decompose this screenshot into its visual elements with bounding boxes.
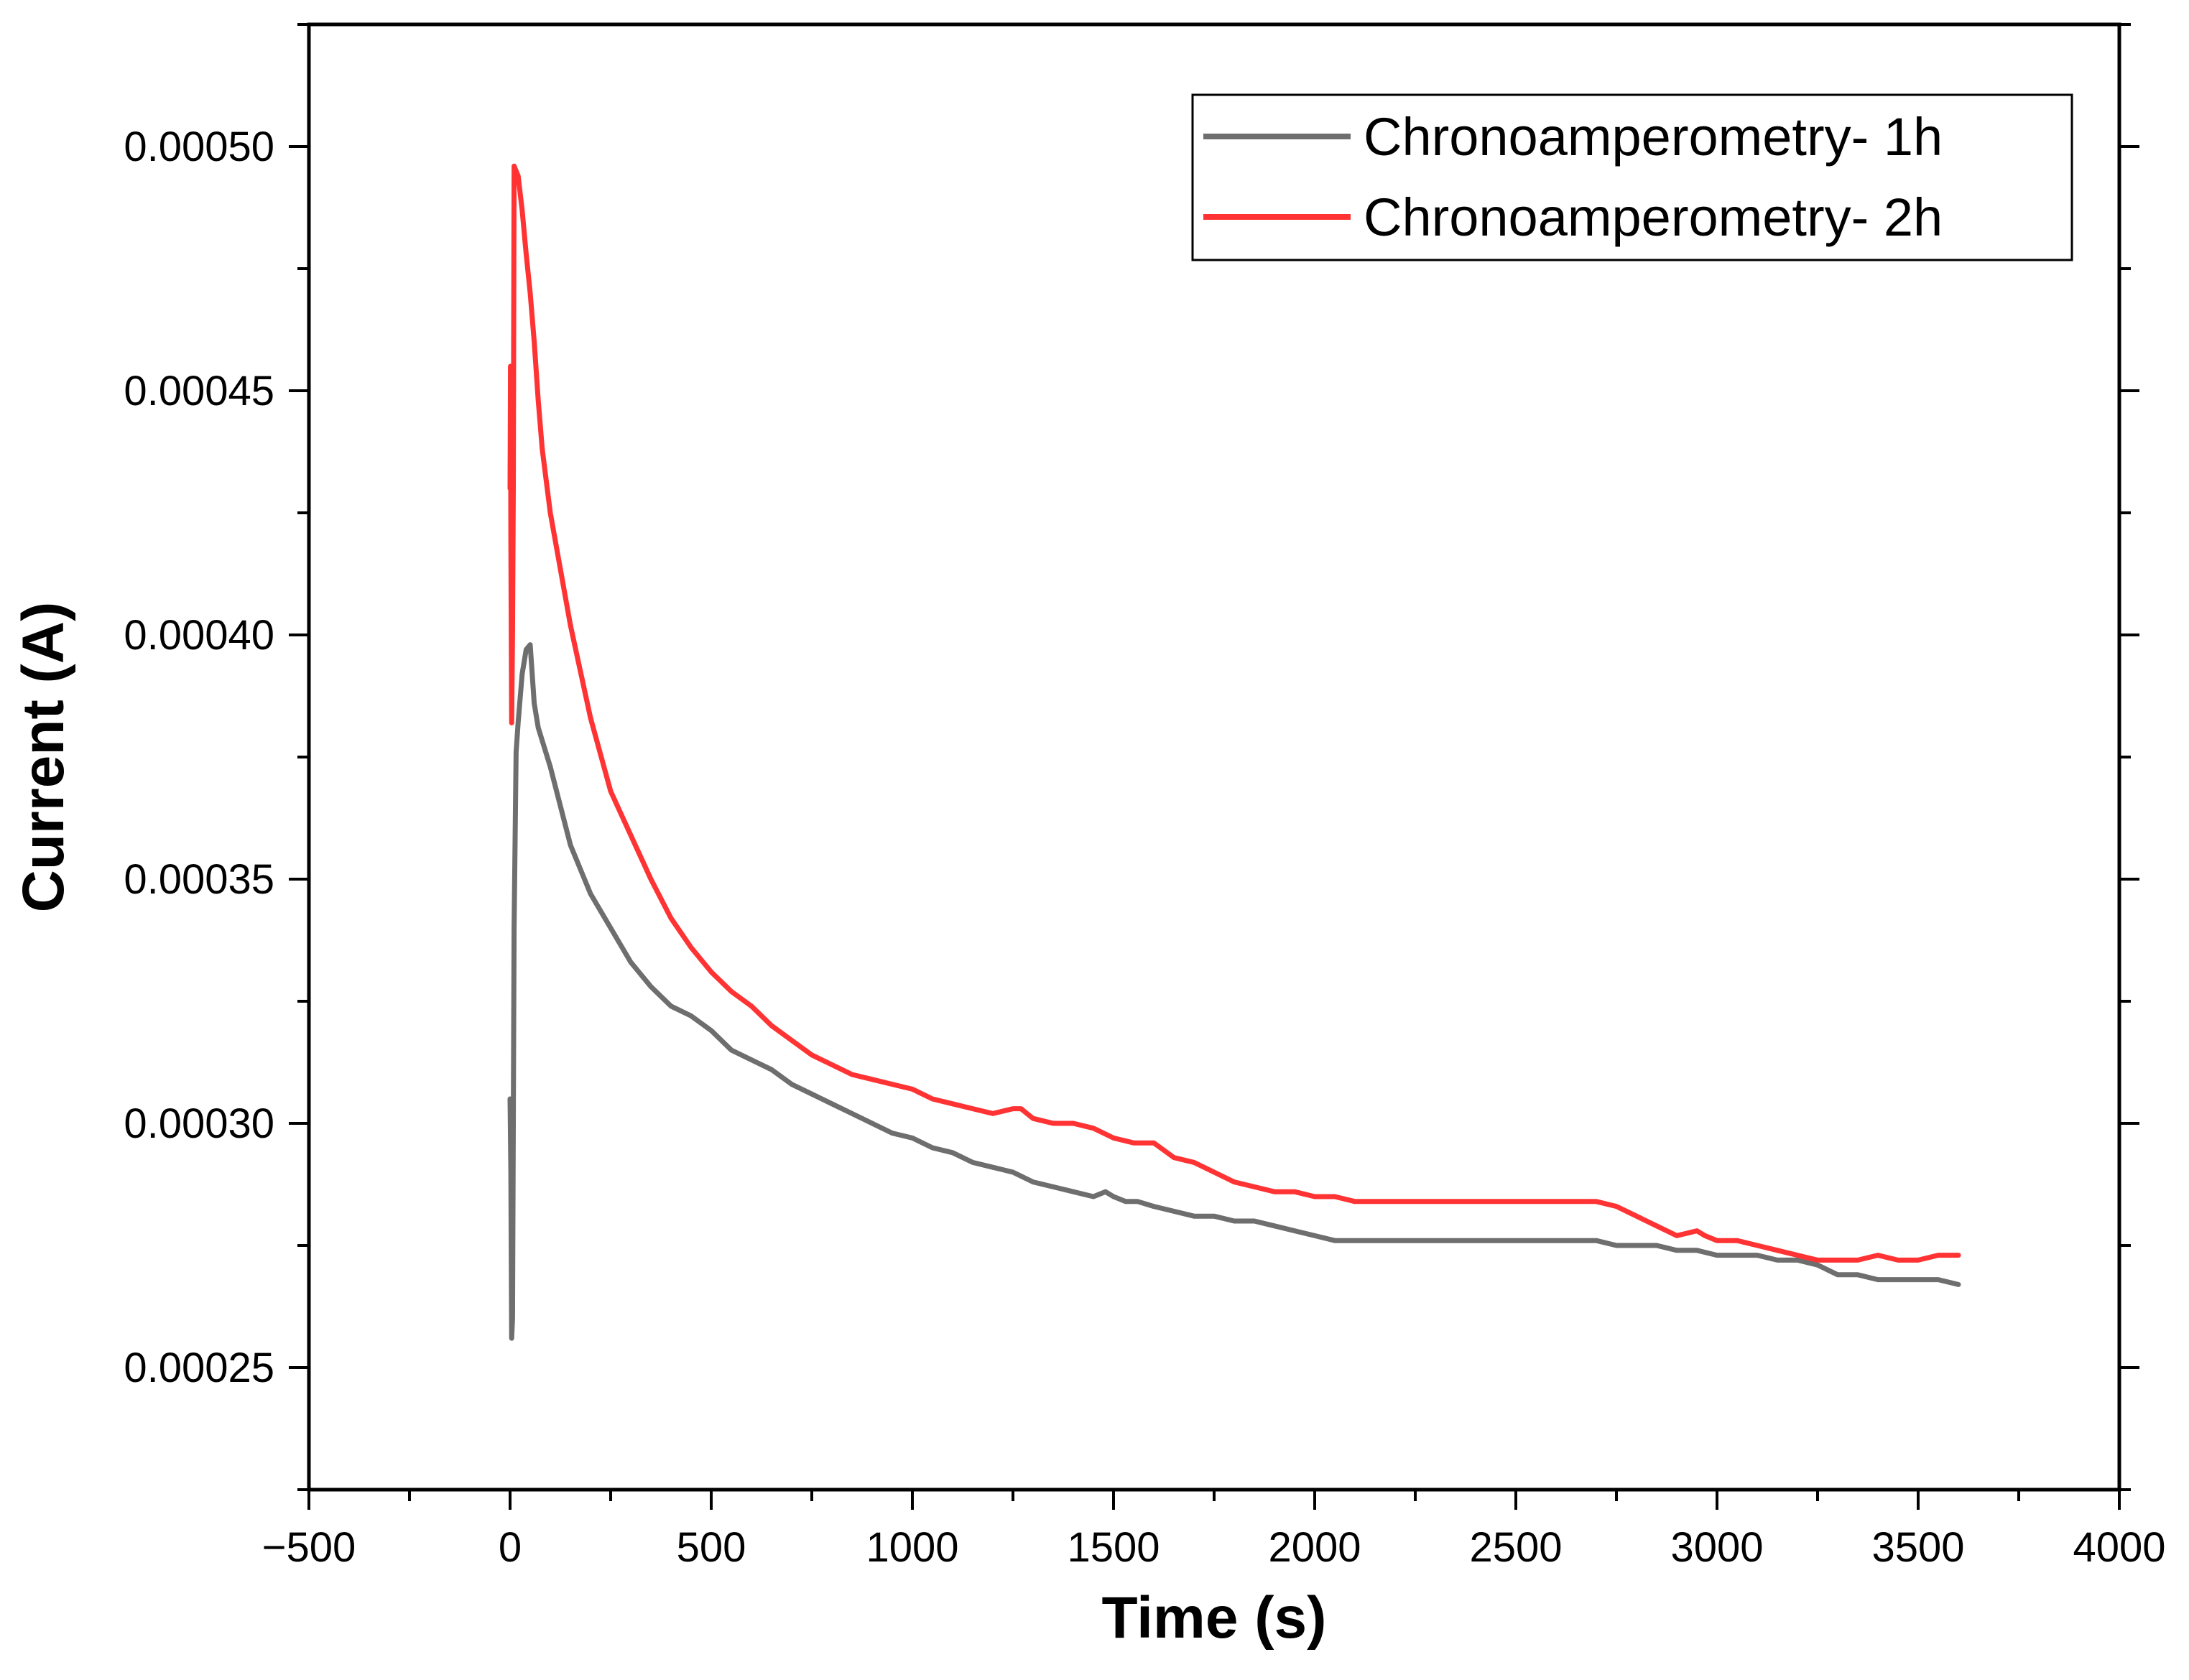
tick-layer: −500 0 500 1000 1500 2000 2500 3000 3500 4000 0.00… [124, 23, 2166, 1571]
legend: Chronoamperometry- 1h Chronoamperometry-… [1191, 93, 2073, 261]
series-line-2h [507, 163, 1961, 1263]
x-tick-label: 1500 [1067, 1524, 1160, 1571]
x-tick-label: 3500 [1871, 1524, 1964, 1571]
y-tick-label: 0.00025 [124, 1345, 274, 1391]
x-tick-label: 3000 [1670, 1524, 1763, 1571]
y-tick-label: 0.00040 [124, 612, 274, 659]
y-axis-title: Current (A) [11, 602, 76, 913]
legend-label-2h: Chronoamperometry- 2h [1364, 187, 1943, 247]
legend-label-1h: Chronoamperometry- 1h [1364, 107, 1943, 167]
x-tick-label: 2500 [1469, 1524, 1562, 1571]
x-tick-label: 500 [677, 1524, 746, 1571]
x-tick-label: 0 [499, 1524, 522, 1571]
y-tick-label: 0.00045 [124, 368, 274, 414]
x-tick-label: 1000 [866, 1524, 958, 1571]
x-tick-label: 2000 [1268, 1524, 1361, 1571]
y-tick-label: 0.00035 [124, 856, 274, 903]
y-tick-label: 0.00050 [124, 124, 274, 170]
x-tick-label: −500 [262, 1524, 356, 1571]
plot-frame [307, 22, 2121, 1492]
series-line-1h [507, 642, 1961, 1341]
y-tick-label: 0.00030 [124, 1100, 274, 1147]
x-axis-title: Time (s) [1102, 1585, 1327, 1651]
x-tick-label: 4000 [2073, 1524, 2165, 1571]
legend-box [1191, 93, 2073, 261]
series-layer [507, 163, 1961, 1341]
